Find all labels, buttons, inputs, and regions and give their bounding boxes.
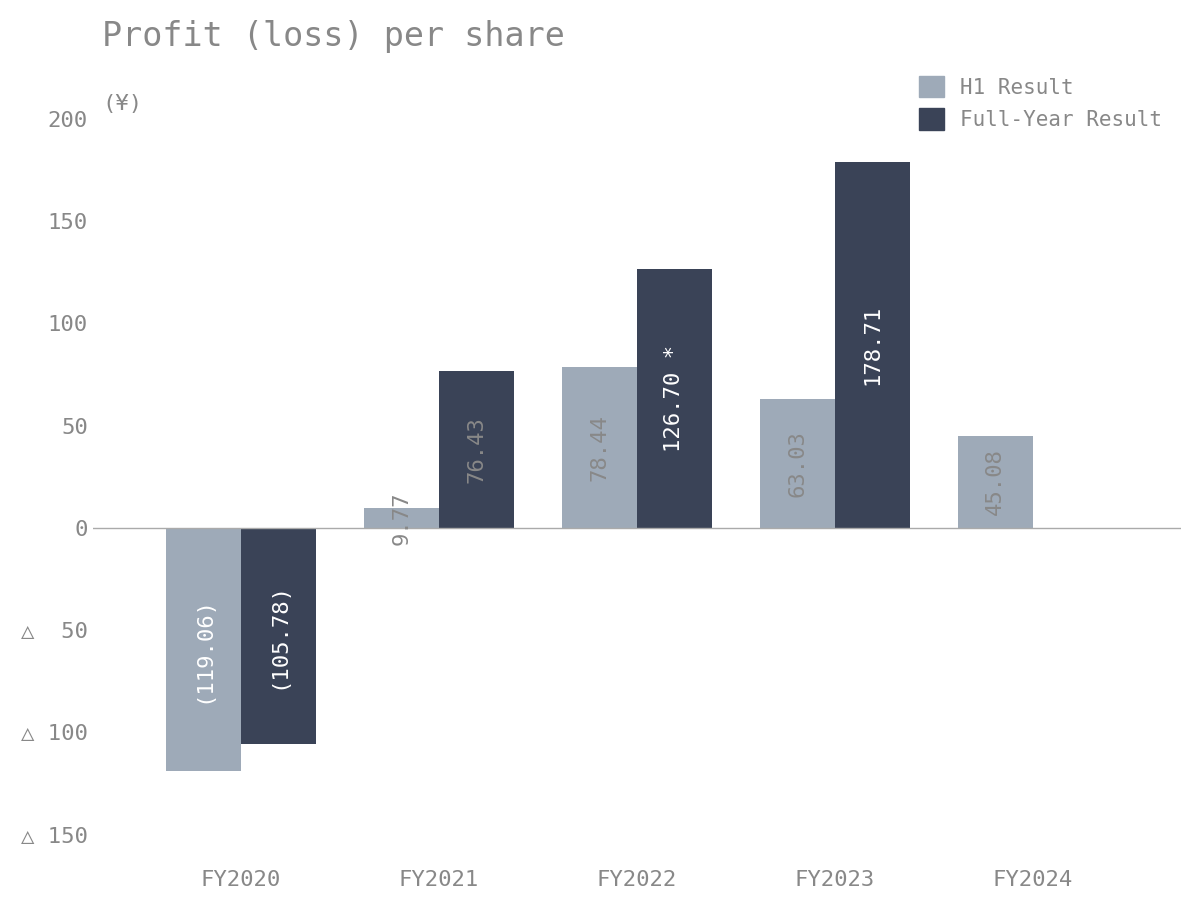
Text: 78.44: 78.44 [589,415,609,481]
Bar [637,269,712,527]
Text: (¥): (¥) [102,94,143,114]
Bar [958,435,1033,527]
Bar [439,372,514,527]
Text: 63.03: 63.03 [787,430,808,496]
Bar [166,527,242,772]
Text: 76.43: 76.43 [466,416,487,483]
Bar [364,507,439,527]
Legend: H1 Result, Full-Year Result: H1 Result, Full-Year Result [910,67,1171,138]
Text: Profit (loss) per share: Profit (loss) per share [102,20,565,54]
Bar [242,527,316,744]
Text: 126.70 *: 126.70 * [665,344,684,452]
Text: (105.78): (105.78) [268,582,288,690]
Bar [835,162,910,527]
Text: (119.06): (119.06) [194,596,214,703]
Bar [561,367,637,527]
Text: 45.08: 45.08 [986,448,1005,515]
Text: 178.71: 178.71 [862,305,882,385]
Bar [760,399,835,527]
Text: 9.77: 9.77 [392,491,411,545]
